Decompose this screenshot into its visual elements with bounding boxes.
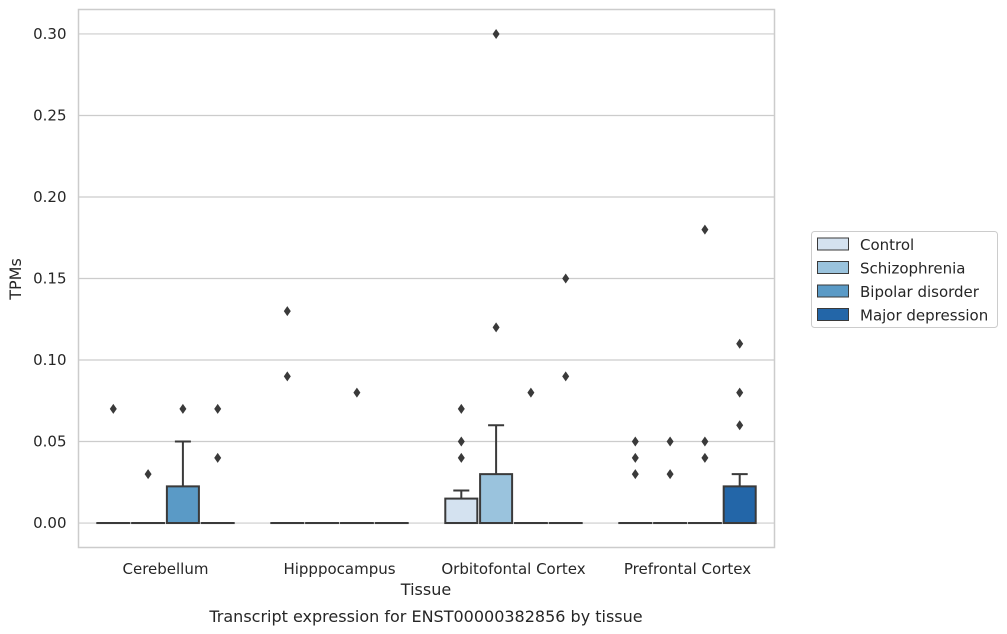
- outlier-point: [214, 403, 222, 414]
- legend-swatch: [817, 261, 849, 274]
- box: [479, 473, 514, 525]
- outlier-point: [283, 371, 291, 382]
- y-tick-label: 0.30: [33, 25, 66, 43]
- x-tick-labels: Cerebellum Hipppocampus Orbitofontal Corte…: [123, 560, 752, 578]
- box: [165, 485, 200, 525]
- y-tick-label: 0.05: [33, 433, 66, 451]
- x-tick-label: Hipppocampus: [283, 560, 395, 578]
- legend-swatch: [817, 308, 849, 321]
- outlier-point: [736, 338, 744, 349]
- outliers: [109, 28, 744, 480]
- boxes: [96, 424, 757, 525]
- y-tick-labels: 0.00 0.05 0.10 0.15 0.20 0.25 0.30: [33, 25, 66, 532]
- outlier-point: [283, 306, 291, 317]
- outlier-point: [666, 436, 674, 447]
- y-axis-label: TPMs: [6, 258, 25, 301]
- outlier-point: [666, 469, 674, 480]
- outlier-point: [353, 387, 361, 398]
- y-tick-label: 0.20: [33, 188, 66, 206]
- outlier-point: [562, 371, 570, 382]
- y-tick-label: 0.15: [33, 270, 66, 288]
- outlier-point: [527, 387, 535, 398]
- box: [722, 485, 757, 525]
- legend-swatch: [817, 284, 849, 298]
- outlier-point: [214, 452, 222, 463]
- outlier-point: [457, 403, 465, 414]
- legend-frame: [811, 231, 998, 328]
- chart-caption: Transcript expression for ENST0000038285…: [208, 607, 642, 626]
- outlier-point: [109, 403, 117, 414]
- outlier-point: [736, 387, 744, 398]
- outlier-point: [179, 403, 187, 414]
- outlier-point: [631, 436, 639, 447]
- legend-label: Bipolar disorder: [860, 283, 980, 301]
- box: [444, 497, 479, 525]
- outlier-point: [562, 273, 570, 284]
- legend-label: Control: [860, 236, 914, 254]
- outlier-point: [701, 224, 709, 235]
- y-tick-label: 0.25: [33, 106, 66, 124]
- outlier-point: [631, 452, 639, 463]
- outlier-point: [701, 452, 709, 463]
- y-tick-label: 0.10: [33, 351, 66, 369]
- outlier-point: [631, 469, 639, 480]
- outlier-point: [492, 322, 500, 333]
- outlier-point: [492, 28, 500, 39]
- outlier-point: [701, 436, 709, 447]
- x-tick-label: Prefrontal Cortex: [624, 560, 751, 578]
- legend-label: Schizophrenia: [860, 260, 965, 278]
- x-tick-label: Cerebellum: [123, 560, 209, 578]
- legend-label: Major depression: [860, 307, 988, 325]
- x-axis-label: Tissue: [400, 580, 451, 599]
- outlier-point: [457, 452, 465, 463]
- outlier-point: [736, 420, 744, 431]
- y-tick-label: 0.00: [33, 514, 66, 532]
- outlier-point: [457, 436, 465, 447]
- legend-swatch: [817, 237, 849, 251]
- x-tick-label: Orbitofontal Cortex: [441, 560, 585, 578]
- legend: Control Schizophrenia Bipolar disorder Majo…: [811, 231, 998, 328]
- outlier-point: [144, 469, 152, 480]
